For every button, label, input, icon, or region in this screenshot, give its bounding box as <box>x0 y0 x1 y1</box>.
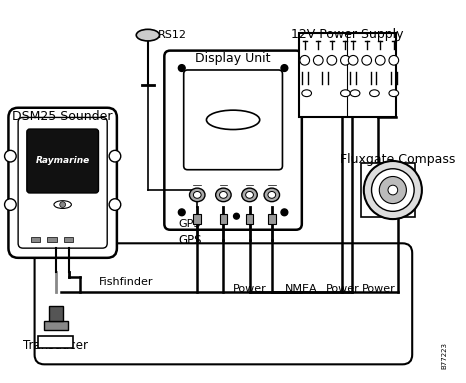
Circle shape <box>300 56 309 65</box>
Circle shape <box>233 213 240 219</box>
Text: GPS: GPS <box>178 234 201 247</box>
Text: Raymarine: Raymarine <box>35 157 90 165</box>
Text: NMEA: NMEA <box>285 284 317 294</box>
Text: GPS: GPS <box>178 219 200 229</box>
FancyBboxPatch shape <box>27 129 98 193</box>
Ellipse shape <box>268 192 276 198</box>
Bar <box>268 214 276 224</box>
Ellipse shape <box>350 90 360 97</box>
Ellipse shape <box>264 188 280 202</box>
Bar <box>31 237 41 242</box>
Bar <box>47 237 57 242</box>
Ellipse shape <box>190 188 205 202</box>
Ellipse shape <box>370 90 379 97</box>
Text: DSM25 Sounder: DSM25 Sounder <box>13 110 113 123</box>
FancyBboxPatch shape <box>164 51 302 230</box>
FancyBboxPatch shape <box>18 118 107 248</box>
Bar <box>44 321 68 331</box>
Ellipse shape <box>54 201 71 208</box>
Circle shape <box>327 56 336 65</box>
Text: B77223: B77223 <box>441 342 447 369</box>
Circle shape <box>371 169 414 211</box>
Circle shape <box>348 56 358 65</box>
Text: RS12: RS12 <box>158 30 186 40</box>
Circle shape <box>5 151 16 162</box>
Ellipse shape <box>341 90 350 97</box>
Bar <box>361 163 415 217</box>
Circle shape <box>281 209 288 216</box>
Circle shape <box>341 56 350 65</box>
Circle shape <box>178 209 185 216</box>
Ellipse shape <box>206 110 260 129</box>
Ellipse shape <box>242 188 257 202</box>
Bar <box>64 237 73 242</box>
Text: Power: Power <box>233 284 267 294</box>
Circle shape <box>60 202 66 208</box>
Bar <box>39 336 73 348</box>
Ellipse shape <box>216 188 231 202</box>
Ellipse shape <box>193 192 201 198</box>
Circle shape <box>389 56 398 65</box>
Ellipse shape <box>219 192 227 198</box>
Circle shape <box>314 56 323 65</box>
Text: Power: Power <box>326 284 359 294</box>
Text: Fishfinder: Fishfinder <box>99 277 154 287</box>
FancyBboxPatch shape <box>184 70 282 170</box>
Circle shape <box>388 185 397 195</box>
Text: 12V Power Supply: 12V Power Supply <box>291 28 404 41</box>
Text: Transducer: Transducer <box>23 339 89 352</box>
Ellipse shape <box>302 90 311 97</box>
Circle shape <box>376 56 385 65</box>
Bar <box>219 214 227 224</box>
Circle shape <box>281 65 288 72</box>
Circle shape <box>379 177 406 204</box>
Text: Fluxgate Compass: Fluxgate Compass <box>340 153 455 166</box>
Ellipse shape <box>389 90 398 97</box>
Bar <box>299 33 396 118</box>
Ellipse shape <box>136 29 159 41</box>
Bar <box>193 214 201 224</box>
Circle shape <box>109 199 121 210</box>
Circle shape <box>362 56 371 65</box>
Bar <box>246 214 254 224</box>
FancyBboxPatch shape <box>8 108 117 258</box>
Circle shape <box>178 65 185 72</box>
Ellipse shape <box>246 192 254 198</box>
Bar <box>49 306 62 321</box>
Text: Power: Power <box>362 284 395 294</box>
Circle shape <box>5 199 16 210</box>
Circle shape <box>364 161 422 219</box>
Circle shape <box>109 151 121 162</box>
Text: Display Unit: Display Unit <box>195 52 271 65</box>
